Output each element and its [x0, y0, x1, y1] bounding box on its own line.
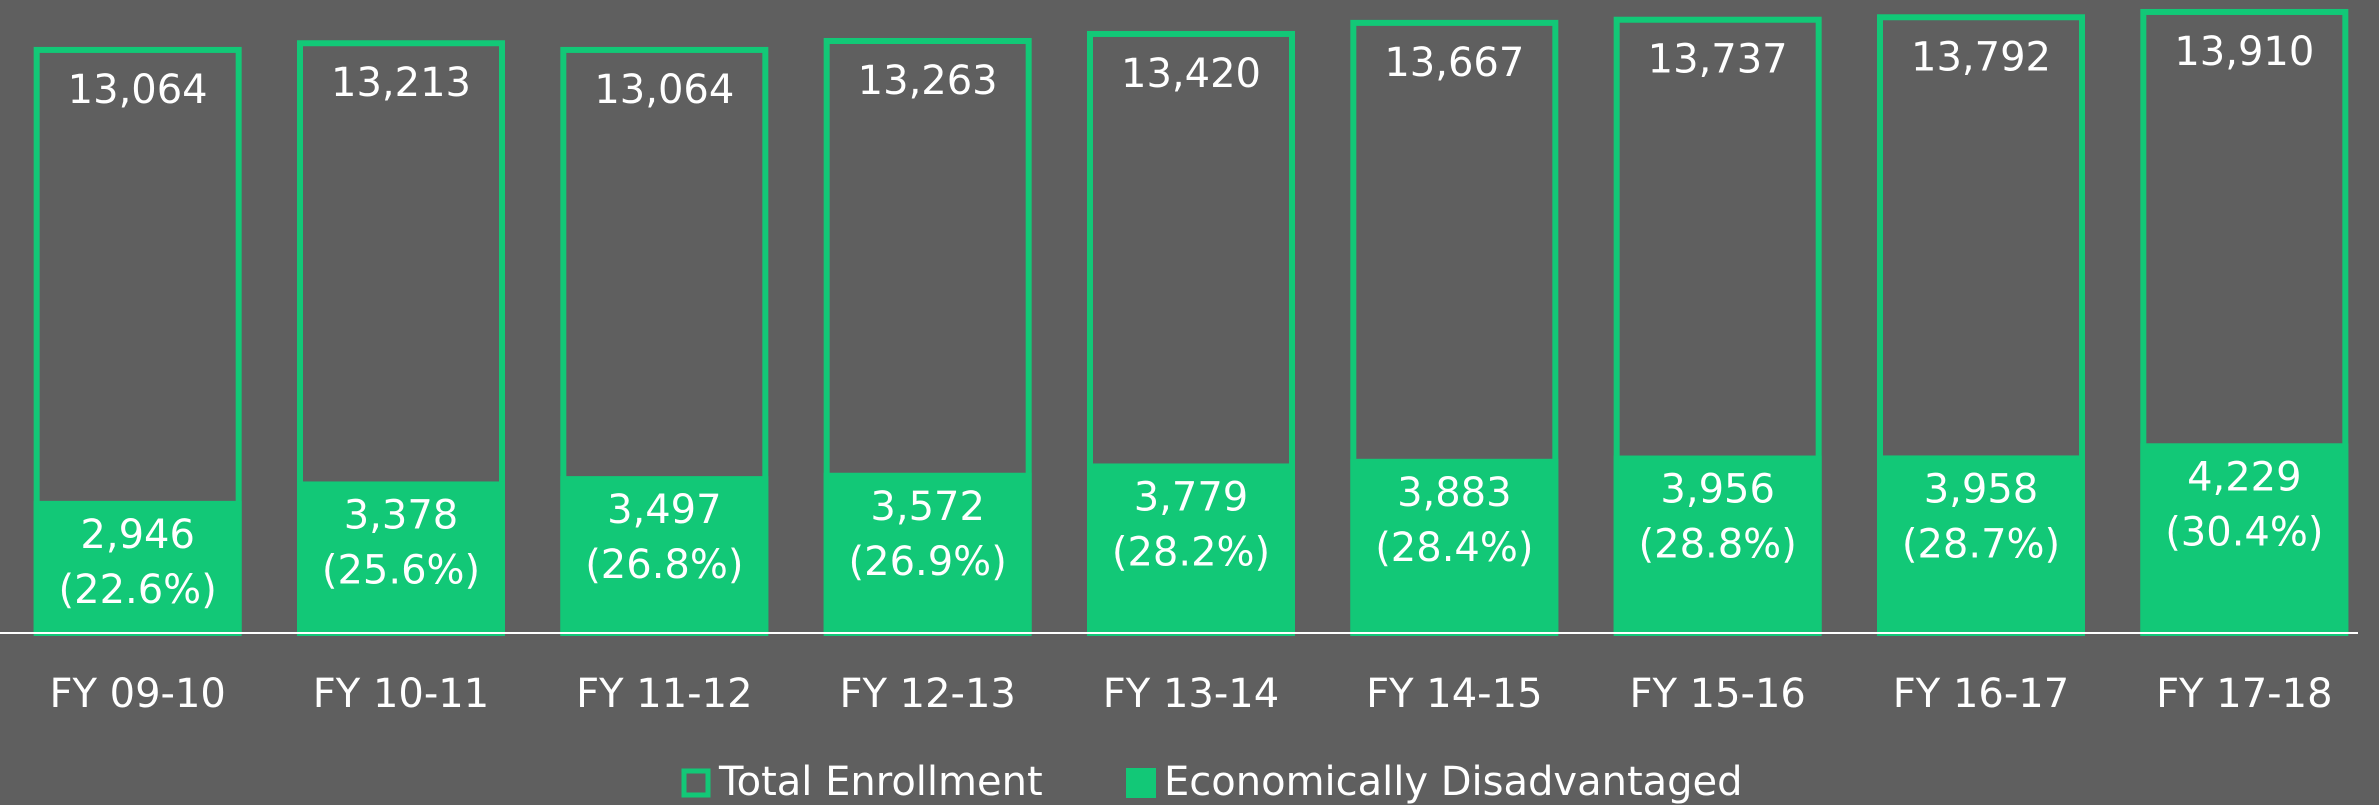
x-tick-label: FY 10-11 — [313, 671, 489, 717]
data-label: 3,378 — [344, 492, 459, 538]
x-tick-label: FY 13-14 — [1103, 671, 1279, 717]
legend-label: Economically Disadvantaged — [1164, 759, 1743, 805]
data-label: 4,229 — [2187, 454, 2302, 500]
legend-swatch — [681, 768, 711, 798]
data-label: 3,883 — [1397, 470, 1512, 516]
x-tick-label: FY 12-13 — [839, 671, 1015, 717]
x-tick-label: FY 16-17 — [1893, 671, 2069, 717]
bar — [2140, 443, 2349, 633]
bar — [1877, 455, 2085, 633]
share-label: (28.4%) — [1375, 525, 1533, 571]
legend-label: Total Enrollment — [718, 759, 1043, 805]
data-label: 13,910 — [2174, 29, 2314, 75]
data-label: 13,420 — [1121, 51, 1261, 97]
share-label: (22.6%) — [59, 567, 217, 613]
data-label: 13,792 — [1911, 34, 2051, 80]
bar — [1613, 455, 1822, 633]
data-label: 13,263 — [858, 58, 998, 104]
data-label: 13,064 — [594, 67, 734, 113]
share-label: (28.2%) — [1112, 529, 1270, 575]
x-tick-label: FY 11-12 — [576, 671, 752, 717]
data-label: 3,956 — [1660, 467, 1775, 513]
x-tick-label: FY 15-16 — [1629, 671, 1805, 717]
x-tick-label: FY 17-18 — [2156, 671, 2332, 717]
x-tick-label: FY 09-10 — [49, 671, 225, 717]
data-label: 3,572 — [870, 484, 985, 530]
x-tick-label: FY 14-15 — [1366, 671, 1542, 717]
legend-swatch — [1126, 768, 1156, 798]
bar — [1350, 458, 1559, 633]
data-label: 3,497 — [607, 487, 722, 533]
data-label: 13,737 — [1648, 37, 1788, 83]
share-label: (28.8%) — [1639, 522, 1797, 568]
share-label: (30.4%) — [2165, 509, 2323, 555]
share-label: (25.6%) — [322, 547, 480, 593]
data-label: 3,958 — [1924, 466, 2039, 512]
share-label: (26.8%) — [585, 542, 743, 588]
bar — [823, 472, 1032, 633]
bar — [560, 476, 769, 633]
share-label: (28.7%) — [1902, 521, 2060, 567]
bar — [1087, 463, 1295, 633]
data-label: 2,946 — [80, 512, 195, 558]
data-label: 13,667 — [1384, 40, 1524, 86]
bar — [297, 481, 505, 633]
data-label: 3,779 — [1134, 474, 1249, 520]
data-label: 13,064 — [68, 67, 208, 113]
data-label: 13,213 — [331, 60, 471, 106]
share-label: (26.9%) — [849, 539, 1007, 585]
bar — [33, 500, 242, 633]
